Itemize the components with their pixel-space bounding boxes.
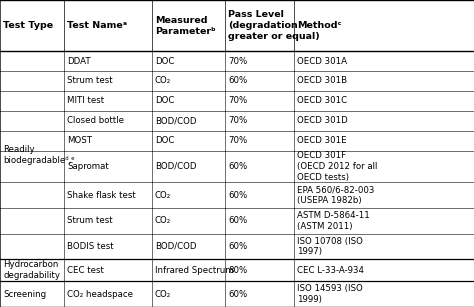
Text: BOD/COD: BOD/COD xyxy=(155,242,197,251)
Text: ASTM D-5864-11
(ASTM 2011): ASTM D-5864-11 (ASTM 2011) xyxy=(297,211,370,231)
Text: ISO 14593 (ISO
1999): ISO 14593 (ISO 1999) xyxy=(297,284,363,304)
Text: Pass Level
(degradation
greater or equal): Pass Level (degradation greater or equal… xyxy=(228,10,320,41)
Text: 60%: 60% xyxy=(228,162,248,171)
Text: Shake flask test: Shake flask test xyxy=(67,191,136,200)
Text: CO₂: CO₂ xyxy=(155,216,171,225)
Text: 80%: 80% xyxy=(228,266,248,275)
Text: DDAT: DDAT xyxy=(67,56,91,66)
Text: ISO 10708 (ISO
1997): ISO 10708 (ISO 1997) xyxy=(297,237,363,256)
Text: OECD 301C: OECD 301C xyxy=(297,96,347,105)
Text: MOST: MOST xyxy=(67,136,92,145)
Text: CEC test: CEC test xyxy=(67,266,104,275)
Text: Strum test: Strum test xyxy=(67,76,113,85)
Text: 70%: 70% xyxy=(228,116,248,125)
Text: OECD 301A: OECD 301A xyxy=(297,56,347,66)
Text: DOC: DOC xyxy=(155,136,174,145)
Text: 60%: 60% xyxy=(228,242,248,251)
Text: 60%: 60% xyxy=(228,76,248,85)
Text: CO₂: CO₂ xyxy=(155,76,171,85)
Text: Infrared Spectrum: Infrared Spectrum xyxy=(155,266,234,275)
Text: CO₂: CO₂ xyxy=(155,191,171,200)
Text: 70%: 70% xyxy=(228,96,248,105)
Text: DOC: DOC xyxy=(155,56,174,66)
Text: MITI test: MITI test xyxy=(67,96,104,105)
Text: Closed bottle: Closed bottle xyxy=(67,116,124,125)
Text: CEC L-33-A-934: CEC L-33-A-934 xyxy=(297,266,364,275)
Text: BODIS test: BODIS test xyxy=(67,242,114,251)
Text: Strum test: Strum test xyxy=(67,216,113,225)
Text: Hydrocarbon
degradability: Hydrocarbon degradability xyxy=(3,260,60,280)
Text: CO₂: CO₂ xyxy=(155,290,171,299)
Text: Methodᶜ: Methodᶜ xyxy=(297,21,342,30)
Text: OECD 301F
(OECD 2012 for all
OECD tests): OECD 301F (OECD 2012 for all OECD tests) xyxy=(297,151,378,182)
Text: Screening: Screening xyxy=(3,290,46,299)
Text: Test Type: Test Type xyxy=(3,21,54,30)
Text: OECD 301E: OECD 301E xyxy=(297,136,347,145)
Text: CO₂ headspace: CO₂ headspace xyxy=(67,290,133,299)
Text: 60%: 60% xyxy=(228,216,248,225)
Text: OECD 301D: OECD 301D xyxy=(297,116,348,125)
Text: Sapromat: Sapromat xyxy=(67,162,109,171)
Text: DOC: DOC xyxy=(155,96,174,105)
Text: 70%: 70% xyxy=(228,56,248,66)
Text: BOD/COD: BOD/COD xyxy=(155,116,197,125)
Text: BOD/COD: BOD/COD xyxy=(155,162,197,171)
Text: Measured
Parameterᵇ: Measured Parameterᵇ xyxy=(155,16,216,36)
Text: 60%: 60% xyxy=(228,191,248,200)
Text: Test Nameᵃ: Test Nameᵃ xyxy=(67,21,128,30)
Text: 70%: 70% xyxy=(228,136,248,145)
Text: 60%: 60% xyxy=(228,290,248,299)
Text: OECD 301B: OECD 301B xyxy=(297,76,347,85)
Text: Readily
biodegradableᵈ,ᵉ: Readily biodegradableᵈ,ᵉ xyxy=(3,145,75,165)
Text: EPA 560/6-82-003
(USEPA 1982b): EPA 560/6-82-003 (USEPA 1982b) xyxy=(297,185,374,205)
